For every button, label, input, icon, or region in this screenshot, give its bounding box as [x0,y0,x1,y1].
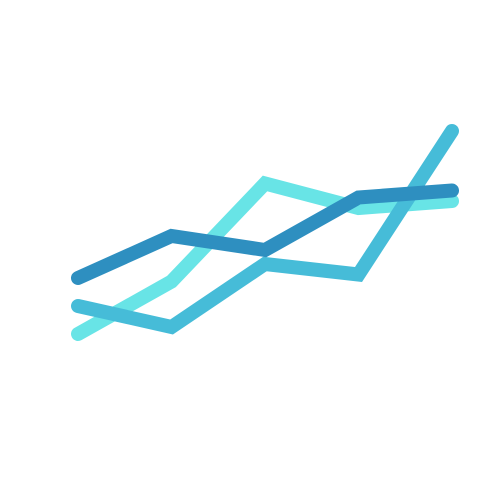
series-line-3 [71,183,459,285]
series-line-2 [71,124,459,335]
series-layer [71,124,459,341]
series-line-1 [71,175,459,341]
